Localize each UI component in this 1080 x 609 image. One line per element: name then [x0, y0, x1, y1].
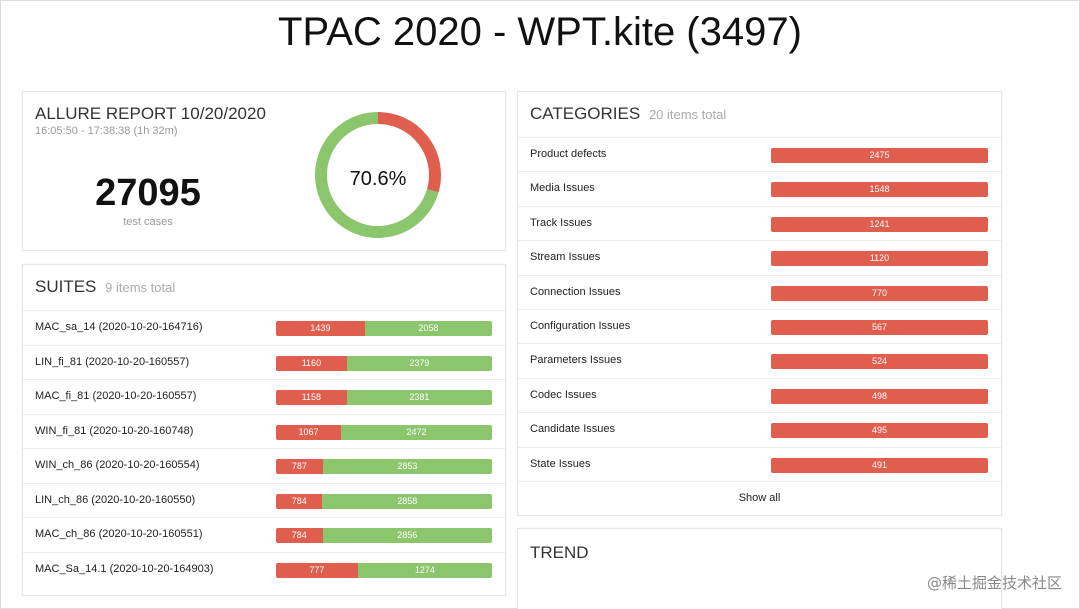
suite-passed-segment: 2853 — [322, 459, 492, 474]
suite-row[interactable]: MAC_sa_14 (2020-10-20-164716) 1439 2058 — [23, 310, 505, 345]
suite-name: MAC_sa_14 (2020-10-20-164716) — [35, 321, 203, 333]
suite-failed-segment: 1439 — [276, 321, 365, 336]
category-count-bar[interactable]: 1548 — [771, 182, 988, 198]
suite-name: LIN_fi_81 (2020-10-20-160557) — [35, 355, 190, 368]
category-name: Codec Issues — [530, 388, 597, 401]
pass-rate-label: 70.6% — [349, 168, 407, 190]
categories-widget: CATEGORIES 20 items total Product defect… — [517, 91, 1002, 516]
categories-title: CATEGORIES — [530, 104, 641, 123]
categories-count: 20 items total — [648, 107, 727, 122]
suite-failed-segment: 784 — [276, 493, 323, 509]
category-name: Configuration Issues — [530, 320, 631, 332]
suite-row[interactable]: MAC_ch_86 (2020-10-20-160551) 784 2856 — [23, 517, 505, 552]
suite-row[interactable]: MAC_fi_81 (2020-10-20-160557) 1158 2381 — [23, 379, 505, 414]
category-count-bar[interactable]: 770 — [771, 285, 988, 301]
suite-name: WIN_ch_86 (2020-10-20-160554) — [35, 459, 200, 471]
suite-status-bar[interactable]: 777 1274 — [276, 562, 492, 578]
category-count-bar[interactable]: 524 — [771, 354, 988, 370]
show-all-link[interactable]: Show all — [738, 492, 781, 504]
trend-title: TREND — [530, 543, 589, 562]
report-summary-card: ALLURE REPORT 10/20/2020 16:05:50 - 17:3… — [22, 91, 506, 251]
suite-status-bar[interactable]: 787 2853 — [276, 459, 492, 474]
category-count-bar[interactable]: 1241 — [771, 216, 988, 232]
suite-row[interactable]: WIN_fi_81 (2020-10-20-160748) 1067 2472 — [23, 413, 505, 449]
category-name: Parameters Issues — [530, 354, 622, 367]
suite-status-bar[interactable]: 1439 2058 — [276, 321, 492, 336]
categories-header: CATEGORIES 20 items total — [530, 104, 726, 124]
category-name: Product defects — [530, 148, 607, 160]
category-row[interactable]: Codec Issues 498 — [518, 377, 1001, 413]
category-name: Media Issues — [530, 182, 595, 195]
suite-name: MAC_Sa_14.1 (2020-10-20-164903) — [35, 562, 214, 575]
suite-name: MAC_fi_81 (2020-10-20-160557) — [35, 390, 197, 402]
category-row[interactable]: Product defects 2475 — [518, 137, 1001, 172]
category-count-bar[interactable]: 498 — [771, 388, 988, 404]
suite-name: LIN_ch_86 (2020-10-20-160550) — [35, 493, 196, 506]
suite-failed-segment: 787 — [276, 459, 323, 474]
category-count-bar[interactable]: 2475 — [771, 148, 988, 163]
category-row[interactable]: Connection Issues 770 — [518, 274, 1001, 310]
category-list-end — [518, 481, 1001, 482]
pass-rate-donut[interactable] — [313, 110, 443, 240]
suite-name: MAC_ch_86 (2020-10-20-160551) — [35, 528, 203, 540]
category-row[interactable]: Configuration Issues 567 — [518, 309, 1001, 344]
suite-failed-segment: 777 — [276, 562, 358, 578]
suites-widget: SUITES 9 items total MAC_sa_14 (2020-10-… — [22, 264, 506, 596]
suite-name: WIN_fi_81 (2020-10-20-160748) — [35, 424, 194, 437]
category-count-bar[interactable]: 1120 — [771, 251, 988, 267]
total-test-count: 27095 — [95, 172, 201, 214]
suite-passed-segment: 2381 — [346, 390, 492, 405]
category-row[interactable]: Track Issues 1241 — [518, 205, 1001, 241]
suite-status-bar[interactable]: 1160 2379 — [276, 355, 492, 371]
total-test-label: test cases — [123, 216, 173, 228]
suite-passed-segment: 2856 — [322, 528, 492, 543]
category-count-bar[interactable]: 495 — [771, 423, 988, 439]
suite-status-bar[interactable]: 784 2856 — [276, 528, 492, 543]
suite-passed-segment: 2858 — [322, 493, 492, 509]
trend-widget: TREND — [517, 528, 1002, 609]
category-row[interactable]: Candidate Issues 495 — [518, 412, 1001, 447]
category-row[interactable]: Stream Issues 1120 — [518, 240, 1001, 275]
suites-count: 9 items total — [105, 280, 176, 295]
watermark: @稀土掘金技术社区 — [926, 574, 1062, 592]
category-name: Stream Issues — [530, 251, 601, 264]
suite-row[interactable]: LIN_fi_81 (2020-10-20-160557) 1160 2379 — [23, 344, 505, 380]
suite-row[interactable]: WIN_ch_86 (2020-10-20-160554) 787 2853 — [23, 448, 505, 483]
category-count-bar[interactable]: 491 — [771, 457, 988, 473]
suite-failed-segment: 1160 — [276, 355, 347, 371]
suite-passed-segment: 2058 — [364, 321, 492, 336]
suites-title: SUITES — [35, 277, 97, 296]
category-name: State Issues — [530, 457, 591, 470]
category-name: Track Issues — [530, 216, 592, 229]
category-name: Connection Issues — [530, 285, 621, 298]
suite-status-bar[interactable]: 784 2858 — [276, 493, 492, 509]
category-row[interactable]: Parameters Issues 524 — [518, 343, 1001, 378]
suite-failed-segment: 1067 — [276, 424, 342, 440]
suite-status-bar[interactable]: 1067 2472 — [276, 424, 492, 440]
category-count-bar[interactable]: 567 — [771, 320, 988, 335]
suite-passed-segment: 2379 — [346, 355, 492, 371]
suite-passed-segment: 1274 — [357, 562, 492, 578]
category-name: Candidate Issues — [530, 423, 615, 436]
report-time-range: 16:05:50 - 17:38:38 (1h 32m) — [35, 125, 178, 137]
suite-failed-segment: 784 — [276, 528, 323, 543]
category-row[interactable]: State Issues 491 — [518, 446, 1001, 482]
suite-row[interactable]: LIN_ch_86 (2020-10-20-160550) 784 2858 — [23, 482, 505, 518]
report-title: ALLURE REPORT 10/20/2020 — [35, 104, 266, 123]
category-row[interactable]: Media Issues 1548 — [518, 171, 1001, 206]
suites-header: SUITES 9 items total — [35, 277, 175, 297]
slide-title: TPAC 2020 - WPT.kite (3497) — [278, 10, 802, 54]
suite-status-bar[interactable]: 1158 2381 — [276, 390, 492, 405]
suite-row[interactable]: MAC_Sa_14.1 (2020-10-20-164903) 777 1274 — [23, 551, 505, 587]
suite-failed-segment: 1158 — [276, 390, 347, 405]
donut-fail-arc — [315, 112, 441, 238]
suite-passed-segment: 2472 — [341, 424, 492, 440]
